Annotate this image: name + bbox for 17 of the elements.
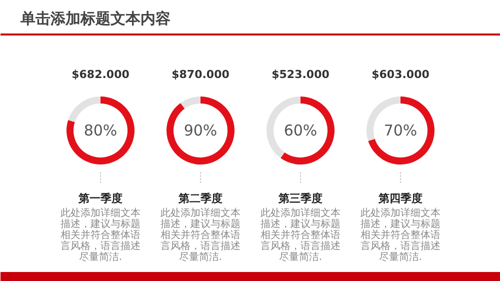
chart-title: $603.000 xyxy=(372,68,430,81)
text: 第二季度 xyxy=(178,192,222,205)
data-label: 90% xyxy=(184,122,218,140)
text: 第四季度 xyxy=(378,192,422,205)
data-label: 80% xyxy=(84,122,118,140)
text: 此处添加详细文本描述，建议与标题相关并符合整体语言风格，语言描述尽量简洁. xyxy=(360,207,440,263)
chart-title: $523.000 xyxy=(272,68,330,81)
data-label: 60% xyxy=(284,122,318,140)
data-label: 70% xyxy=(384,122,418,140)
text: 此处添加详细文本描述，建议与标题相关并符合整体语言风格，语言描述尽量简洁. xyxy=(160,207,240,263)
text: 此处添加详细文本描述，建议与标题相关并符合整体语言风格，语言描述尽量简洁. xyxy=(260,207,340,263)
text: 单击添加标题文本内容 xyxy=(20,10,170,28)
chart-title: $682.000 xyxy=(72,68,130,81)
text: 第一季度 xyxy=(78,192,122,205)
text: 第三季度 xyxy=(278,192,322,205)
chart-title: $870.000 xyxy=(172,68,230,81)
text: 此处添加详细文本描述，建议与标题相关并符合整体语言风格，语言描述尽量简洁. xyxy=(60,207,140,263)
